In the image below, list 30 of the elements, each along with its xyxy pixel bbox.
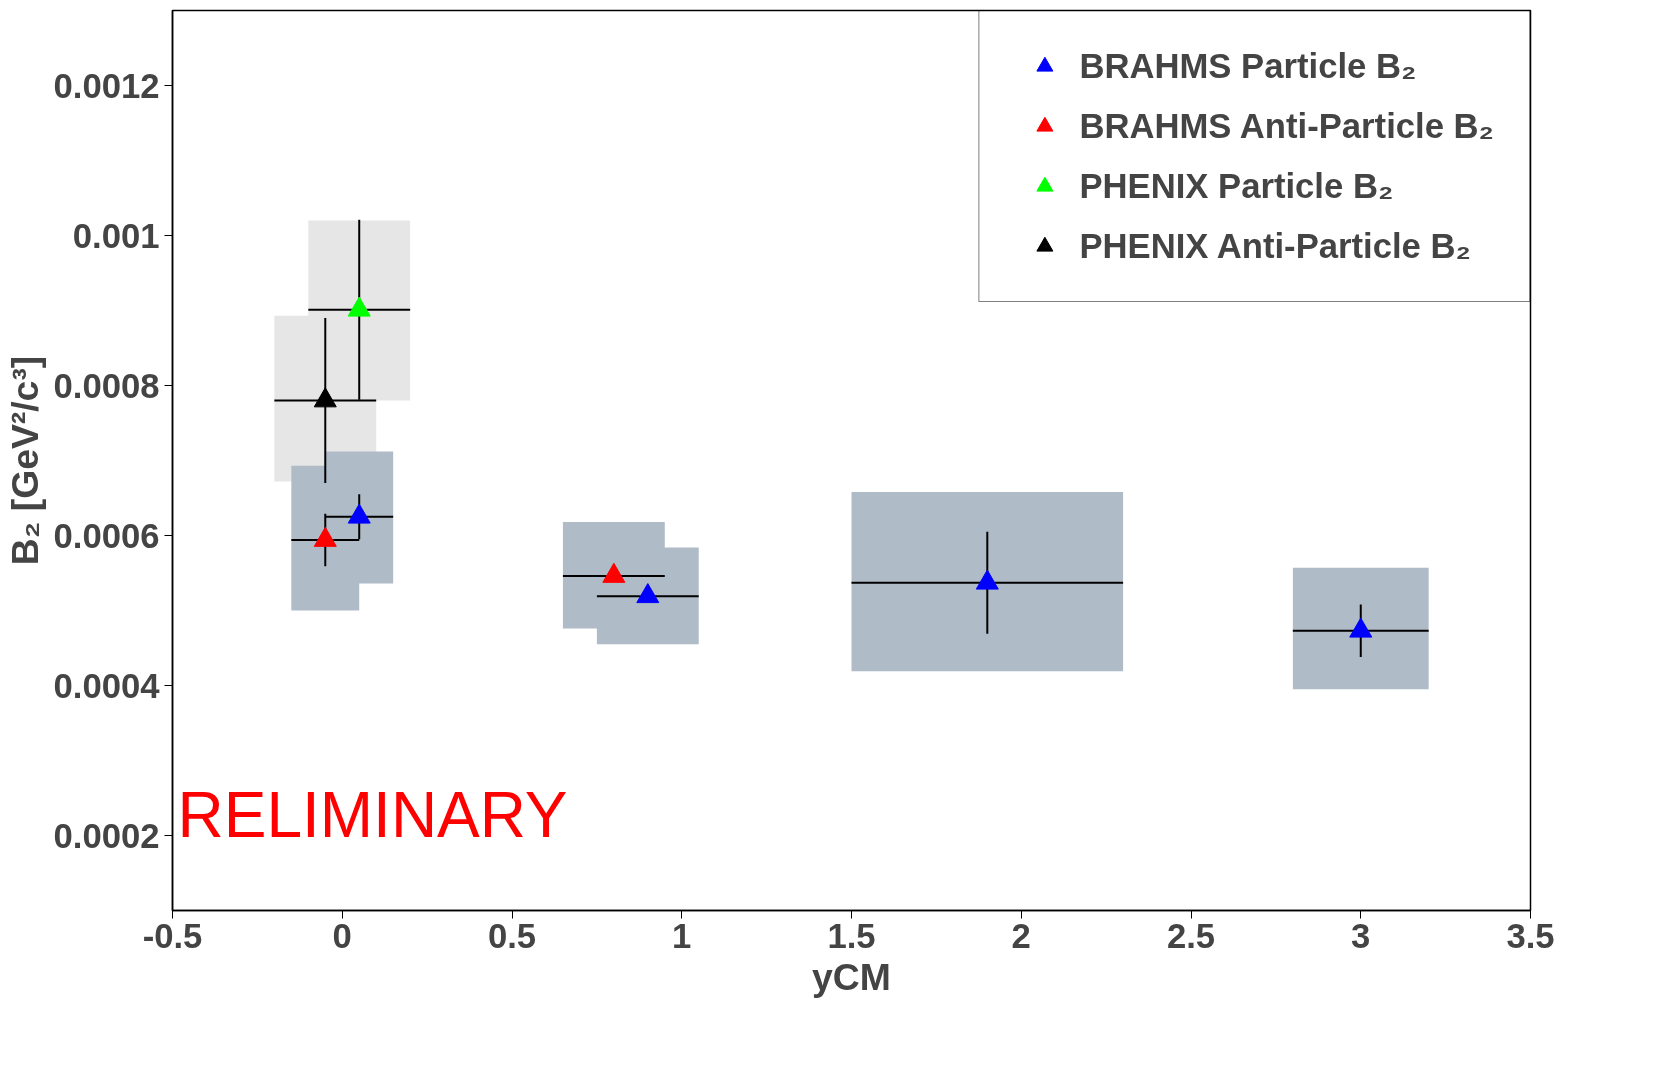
x-tick-label: 2.5	[1166, 916, 1216, 955]
y-tick-label: 0.0004	[53, 666, 161, 705]
point	[975, 569, 999, 590]
legend-label: BRAHMS Particle B₂	[1079, 46, 1417, 86]
legend-label: BRAHMS Anti-Particle B₂	[1079, 106, 1494, 146]
y-tick-label: 0.0006	[53, 516, 160, 555]
point	[636, 583, 660, 604]
legend-label: PHENIX Anti-Particle B₂	[1079, 226, 1471, 266]
x-tick-label: 1	[672, 916, 692, 955]
y-axis-title: B₂ [GeV²/c³]	[3, 355, 46, 566]
x-tick-label: 1.5	[827, 916, 876, 955]
point	[347, 296, 371, 317]
y-tick-label: 0.0008	[53, 366, 160, 405]
x-axis-title: yCM	[812, 955, 891, 998]
x-tick-label: 3.5	[1506, 916, 1555, 955]
annotation: RELIMINARY	[177, 778, 568, 851]
y-tick-label: 0.0012	[53, 66, 160, 105]
point	[1349, 617, 1373, 638]
x-tick-label: -0.5	[142, 916, 203, 955]
legend-label: PHENIX Particle B₂	[1079, 166, 1394, 206]
point	[347, 503, 371, 524]
x-tick-label: 0	[332, 916, 352, 955]
point	[602, 562, 626, 583]
y-tick-label: 0.001	[72, 216, 160, 255]
point	[313, 387, 337, 408]
x-tick-label: 2	[1011, 916, 1031, 955]
x-tick-label: 0.5	[487, 916, 537, 955]
point	[313, 526, 337, 547]
y-tick-label: 0.0002	[53, 816, 160, 855]
x-tick-label: 3	[1351, 916, 1371, 955]
